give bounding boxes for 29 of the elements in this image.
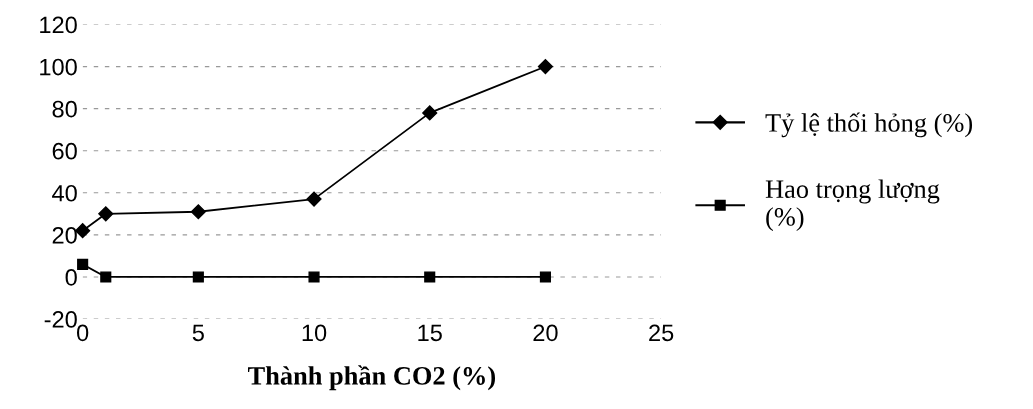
point: [192, 271, 204, 283]
point: [424, 271, 436, 283]
point: [308, 271, 320, 283]
point: [539, 271, 551, 283]
y-tick-label: 80: [52, 100, 77, 118]
x-tick-label: 5: [192, 324, 204, 342]
y-tick-label: 60: [52, 142, 77, 160]
x-tick-label: 25: [649, 324, 674, 342]
point: [306, 191, 322, 207]
point: [100, 271, 112, 283]
point: [422, 105, 438, 121]
x-axis-title: Thành phần CO2 (%): [248, 365, 496, 391]
point: [190, 204, 206, 220]
legend-label: Tỷ lệ thối hỏng (%): [765, 112, 973, 138]
point: [537, 59, 553, 75]
y-tick-label: 40: [52, 184, 77, 202]
point: [75, 223, 91, 239]
y-tick-label: 0: [65, 269, 77, 286]
x-tick-label: 20: [533, 324, 558, 342]
point: [77, 258, 89, 270]
x-tick-label: 0: [77, 324, 89, 342]
y-tick-label: 100: [40, 58, 77, 76]
x-tick-label: 15: [418, 324, 442, 342]
y-tick-label: -20: [44, 311, 77, 328]
point: [98, 206, 114, 222]
x-tick-label: 10: [302, 324, 327, 342]
y-tick-label: 20: [52, 226, 77, 244]
legend-label: Hao trọng lượng (%): [765, 179, 940, 232]
y-tick-label: 120: [40, 16, 77, 34]
